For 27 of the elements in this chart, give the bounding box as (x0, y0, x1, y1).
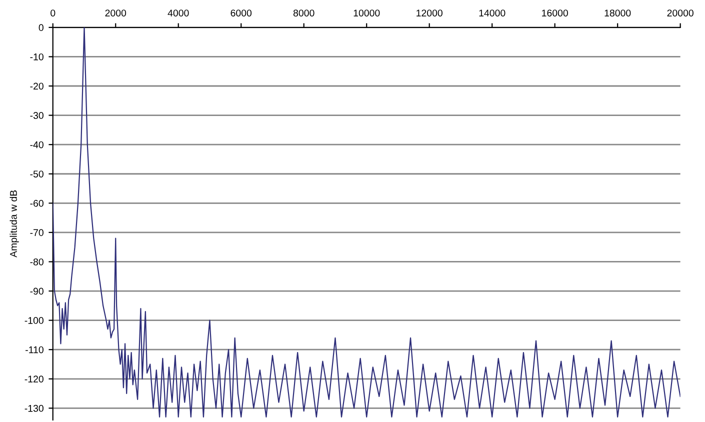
x-tick-label: 12000 (416, 10, 442, 16)
y-tick-label: -40 (30, 141, 44, 148)
y-tick-label: -80 (30, 258, 44, 266)
y-tick-label: -90 (30, 288, 44, 295)
y-tick-label: -60 (30, 200, 44, 207)
y-tick-label: -120 (24, 376, 44, 383)
y-tick-label: -130 (24, 404, 44, 412)
y-tick-label: -50 (30, 170, 44, 178)
y-tick-label: 0 (38, 24, 44, 32)
y-tick-label: -110 (26, 346, 44, 354)
y-tick-label: -30 (30, 112, 44, 119)
line-series (52, 27, 680, 418)
x-tick-label: 20000 (667, 10, 694, 16)
y-axis-title: Amplituda w dB (10, 190, 19, 258)
y-tick-label: -20 (30, 82, 44, 90)
y-tick-label: -100 (24, 317, 44, 324)
x-tick-label: 10000 (354, 10, 380, 16)
x-tick-label: 6000 (230, 10, 252, 16)
x-tick-label: 14000 (479, 10, 506, 16)
x-tick-label: 4000 (168, 10, 189, 16)
x-tick-label: 8000 (293, 10, 314, 16)
x-tick-label: 2000 (105, 10, 126, 16)
y-tick-label: -70 (30, 229, 44, 236)
x-tick-label: 0 (50, 10, 56, 16)
x-tick-label: 18000 (604, 10, 631, 16)
y-tick-label: -10 (30, 53, 44, 60)
x-tick-label: 16000 (542, 10, 568, 16)
